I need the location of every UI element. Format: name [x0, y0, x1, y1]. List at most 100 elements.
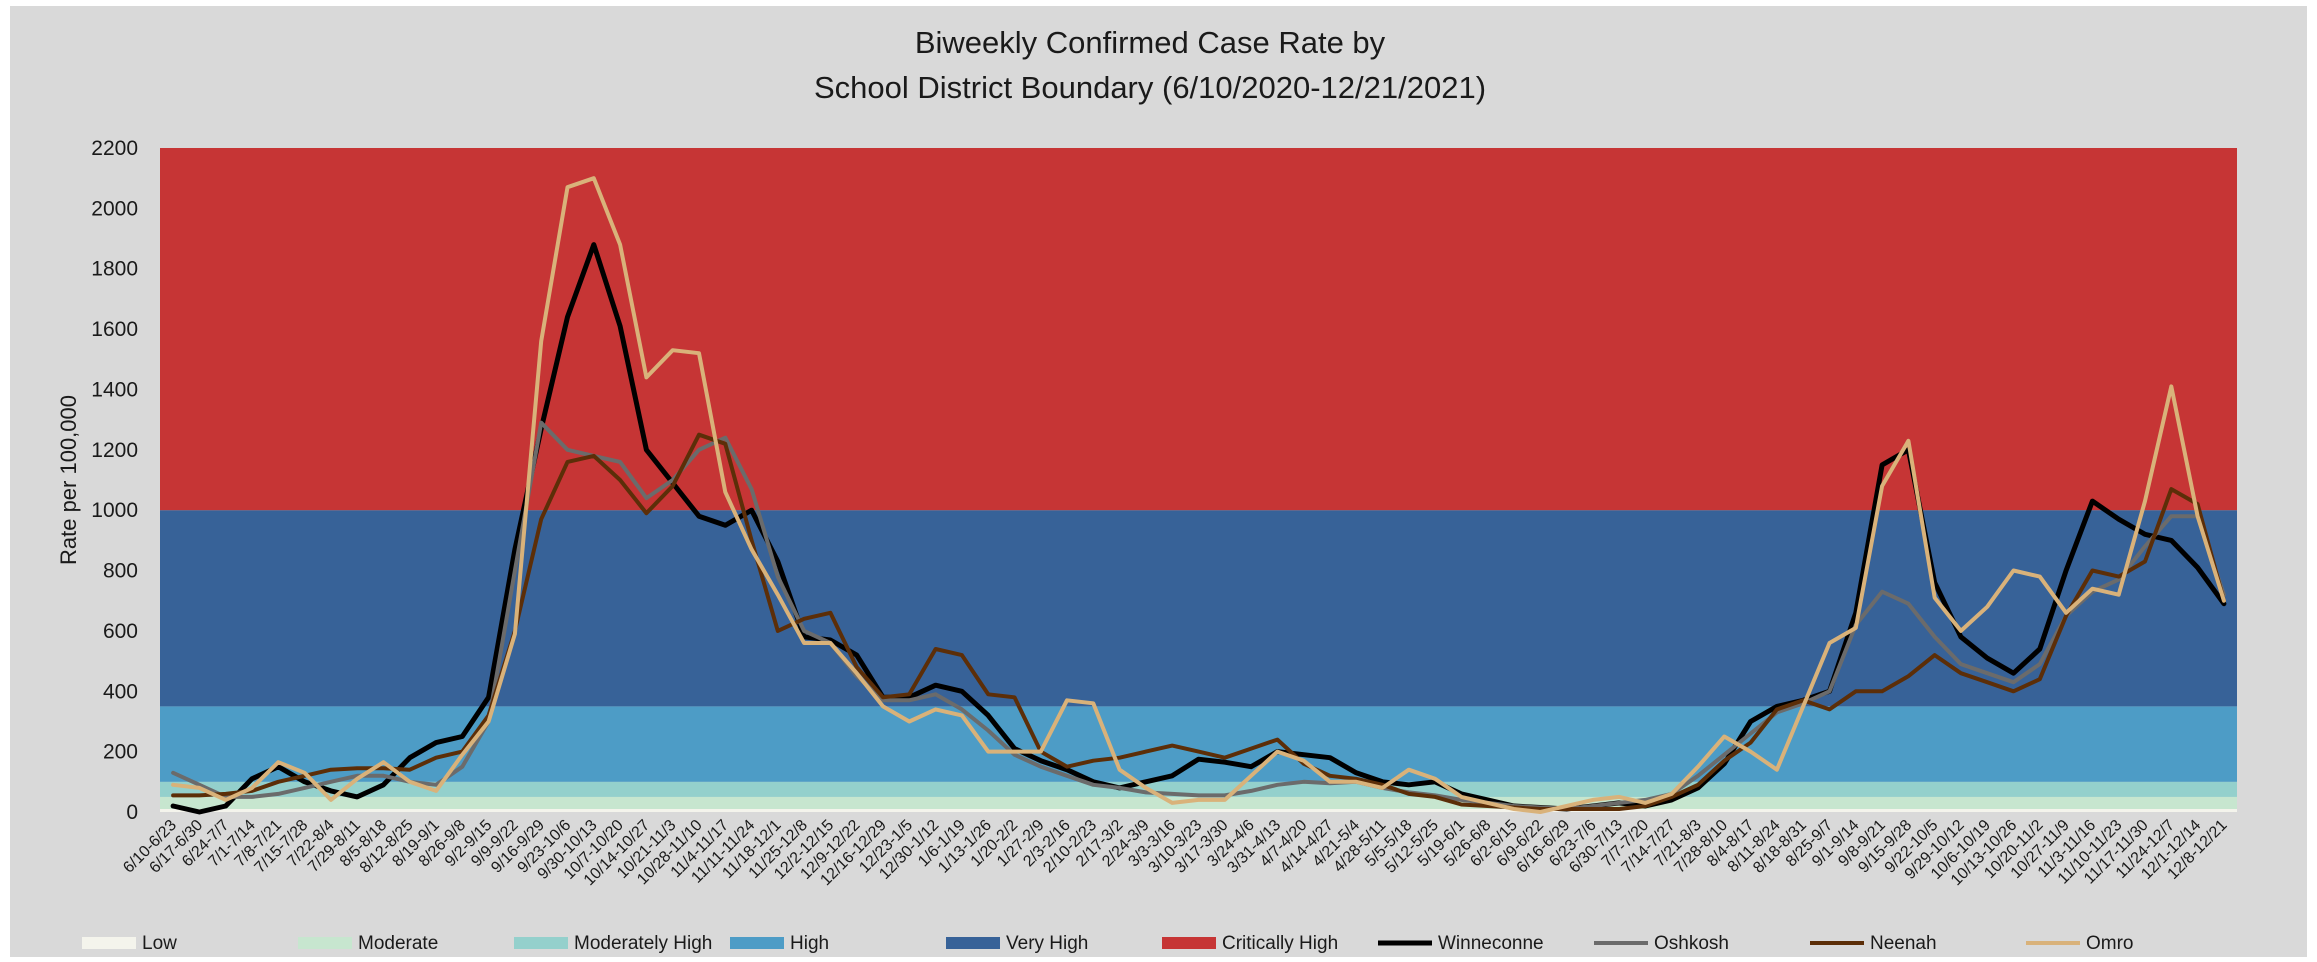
data-point-oshkosh: [382, 774, 385, 777]
data-point-omro: [1723, 735, 1726, 738]
data-point-omro: [2091, 587, 2094, 590]
data-point-omro: [1197, 799, 1200, 801]
legend-label-critically-high: Critically High: [1222, 933, 1338, 954]
data-point-winneconne: [1960, 636, 1962, 638]
data-point-omro: [1986, 605, 1989, 608]
data-point-omro: [750, 548, 753, 551]
data-point-winneconne: [1250, 765, 1252, 768]
data-point-omro: [593, 177, 595, 179]
data-point-omro: [1250, 774, 1252, 777]
y-tick-label: 200: [103, 741, 138, 764]
data-point-neenah: [356, 767, 358, 770]
data-point-winneconne: [619, 325, 621, 327]
data-point-omro: [1460, 796, 1463, 798]
data-point-oshkosh: [2039, 663, 2041, 665]
data-point-oshkosh: [1145, 791, 1147, 794]
data-point-neenah: [1329, 774, 1331, 777]
data-point-omro: [277, 761, 280, 763]
data-point-oshkosh: [566, 449, 569, 451]
data-point-winneconne: [2012, 672, 2015, 674]
data-point-oshkosh: [2117, 578, 2120, 581]
data-point-neenah: [1355, 778, 1358, 780]
data-point-omro: [2065, 612, 2067, 614]
y-tick-label: 2200: [91, 137, 138, 160]
data-point-neenah: [1197, 750, 1200, 753]
data-point-oshkosh: [2170, 515, 2173, 518]
data-point-oshkosh: [1723, 753, 1726, 756]
data-point-winneconne: [356, 796, 358, 798]
data-point-omro: [1539, 811, 1542, 813]
data-point-oshkosh: [224, 796, 227, 798]
data-point-neenah: [1013, 696, 1016, 699]
data-point-winneconne: [1854, 612, 1857, 614]
data-point-omro: [934, 708, 937, 711]
data-point-oshkosh: [540, 421, 543, 424]
data-point-neenah: [1539, 808, 1542, 810]
data-point-neenah: [2170, 488, 2173, 490]
data-point-neenah: [2065, 615, 2067, 617]
data-point-oshkosh: [356, 774, 358, 777]
data-point-omro: [1486, 802, 1489, 804]
legend-label-oshkosh: Oshkosh: [1654, 933, 1729, 954]
data-point-neenah: [593, 455, 595, 457]
data-point-neenah: [1408, 793, 1410, 795]
data-point-neenah: [1697, 784, 1699, 786]
data-point-winneconne: [487, 696, 490, 699]
data-point-omro: [1828, 642, 1831, 644]
data-point-neenah: [1986, 681, 1989, 684]
data-point-neenah: [1618, 808, 1620, 810]
data-point-neenah: [1276, 738, 1279, 741]
data-point-neenah: [408, 768, 411, 771]
data-point-oshkosh: [645, 497, 648, 499]
data-point-winneconne: [645, 449, 648, 451]
data-point-neenah: [1881, 690, 1883, 693]
data-point-winneconne: [1302, 753, 1305, 756]
data-point-oshkosh: [461, 765, 464, 768]
band-high: [160, 706, 2237, 782]
data-point-neenah: [566, 461, 569, 463]
data-point-oshkosh: [2012, 681, 2015, 684]
data-point-oshkosh: [803, 630, 805, 632]
data-point-winneconne: [435, 741, 437, 744]
data-point-winneconne: [566, 316, 569, 318]
data-point-oshkosh: [1039, 765, 1042, 768]
data-point-omro: [1276, 750, 1279, 753]
data-point-winneconne: [2196, 566, 2199, 569]
data-point-omro: [172, 784, 174, 786]
data-point-oshkosh: [1092, 784, 1095, 786]
data-point-winneconne: [2091, 500, 2094, 502]
data-point-neenah: [908, 693, 911, 696]
data-point-oshkosh: [1013, 753, 1016, 756]
data-point-omro: [1302, 759, 1305, 762]
data-point-omro: [1776, 768, 1778, 771]
data-point-winneconne: [698, 515, 700, 518]
data-point-neenah: [987, 693, 989, 696]
y-tick-label: 800: [103, 560, 138, 583]
data-point-omro: [330, 799, 332, 801]
data-point-omro: [961, 714, 963, 717]
data-point-neenah: [1092, 759, 1095, 762]
data-point-neenah: [2091, 569, 2094, 572]
data-point-omro: [566, 186, 569, 189]
data-point-winneconne: [1355, 771, 1358, 774]
data-point-omro: [1618, 796, 1620, 798]
data-point-oshkosh: [724, 436, 727, 439]
data-point-oshkosh: [172, 771, 174, 774]
data-point-winneconne: [987, 714, 989, 717]
band-moderately-high: [160, 781, 2237, 797]
data-point-winneconne: [2170, 539, 2173, 542]
data-point-neenah: [750, 539, 753, 542]
data-point-omro: [882, 705, 884, 708]
data-point-oshkosh: [303, 787, 306, 789]
data-point-neenah: [1828, 708, 1831, 711]
data-point-neenah: [1486, 805, 1489, 807]
data-point-neenah: [645, 512, 648, 514]
data-point-neenah: [2039, 678, 2041, 680]
data-point-winneconne: [829, 639, 832, 641]
band-low: [160, 808, 2237, 812]
chart-title: Biweekly Confirmed Case Rate by: [915, 25, 1386, 60]
data-point-omro: [2144, 500, 2146, 502]
data-point-omro: [1039, 750, 1042, 753]
data-point-winneconne: [408, 756, 411, 759]
data-point-winneconne: [198, 811, 201, 813]
